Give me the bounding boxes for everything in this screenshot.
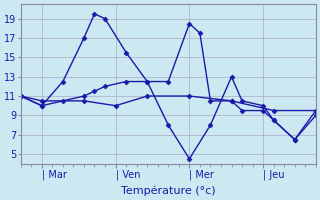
X-axis label: Température (°c): Température (°c): [121, 185, 216, 196]
